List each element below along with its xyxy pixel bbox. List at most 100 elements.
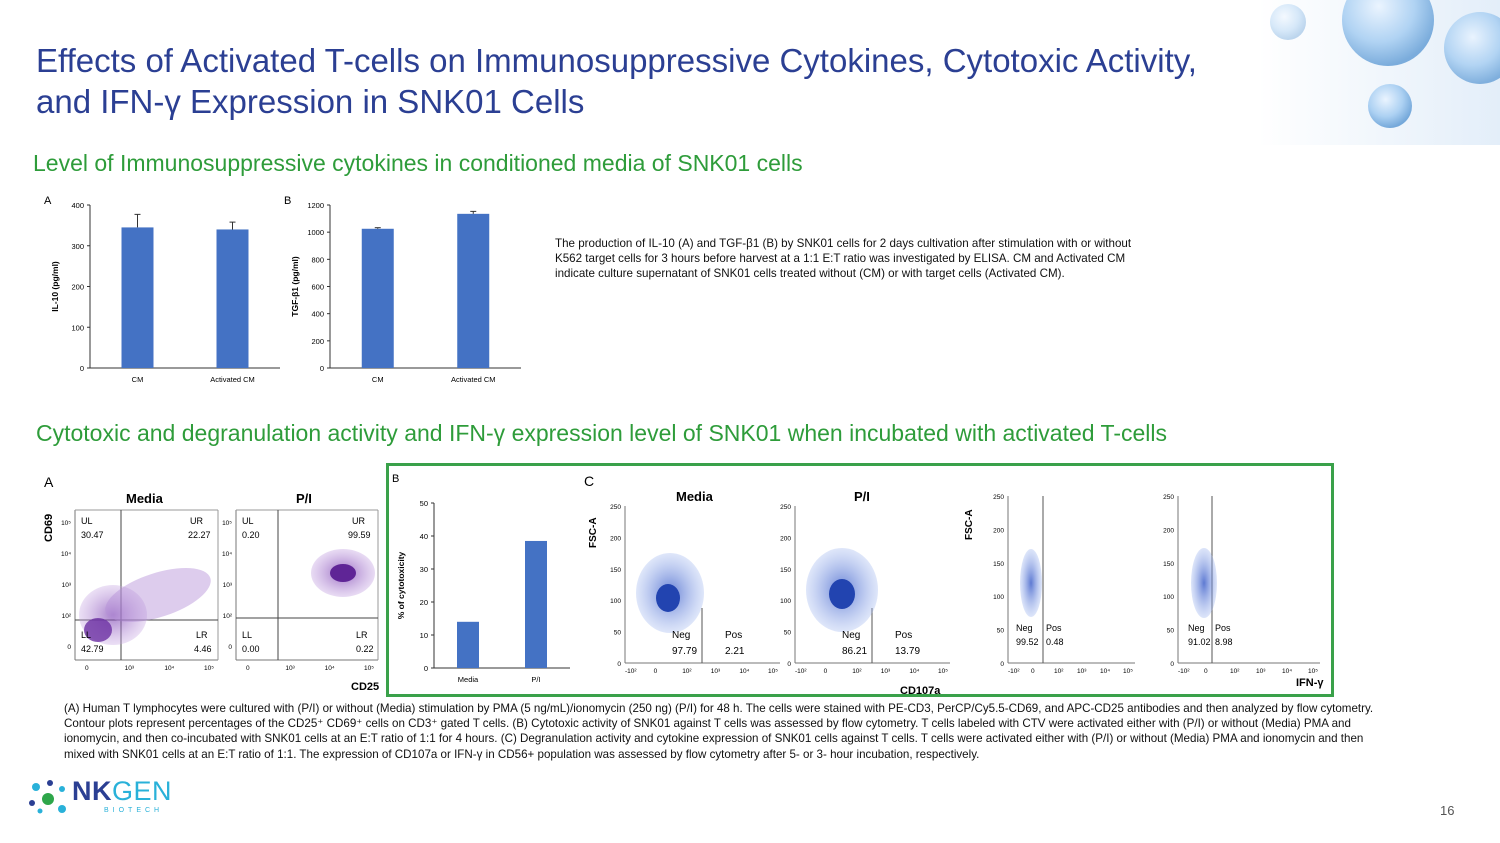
- y-tick-label: 800: [311, 255, 324, 264]
- svg-text:LR: LR: [196, 630, 208, 640]
- log-tick-label: 10²: [852, 668, 862, 675]
- log-tick-label: 0: [1204, 668, 1208, 675]
- ifng-axis-label: IFN-γ: [1296, 677, 1324, 689]
- cd69-axis-label: CD69: [43, 514, 55, 542]
- fsc-tick-label: 100: [1163, 594, 1174, 601]
- svg-text:LL: LL: [81, 630, 91, 640]
- bar-p-i: [525, 540, 547, 668]
- fsc-tick-label: 100: [780, 598, 791, 605]
- pi-ul-value: 0.20: [242, 530, 260, 540]
- cd69-tick-label: 10⁵: [61, 520, 71, 527]
- y-tick-label: 40: [420, 532, 428, 541]
- ifng-media-plot: Neg Pos 99.52 0.48: [1007, 496, 1135, 664]
- section1-heading: Level of Immunosuppressive cytokines in …: [33, 150, 803, 176]
- fsc-tick-label: 150: [993, 561, 1004, 568]
- plot-title: P/I: [296, 491, 312, 506]
- cd25-tick-label: 0: [246, 665, 250, 672]
- cd107a-pi-neg: 86.21: [842, 646, 867, 657]
- cd69-tick-label: 10³: [62, 582, 72, 589]
- media-lr-value: 4.46: [194, 644, 212, 654]
- fsc-tick-label: 100: [610, 598, 621, 605]
- svg-text:UR: UR: [352, 516, 365, 526]
- cd69-tick-label: 0: [228, 644, 232, 651]
- fsc-tick-label: 200: [1163, 527, 1174, 534]
- bar-activated-cm: [216, 229, 249, 368]
- log-tick-label: 10⁵: [768, 668, 778, 675]
- cd107a-media-neg: 97.79: [672, 646, 697, 657]
- fsc-tick-label: 250: [780, 504, 791, 511]
- fsc-tick-label: 50: [997, 628, 1005, 635]
- svg-text:UL: UL: [242, 516, 254, 526]
- log-tick-label: 10⁴: [739, 668, 749, 675]
- caption-cytokines: The production of IL-10 (A) and TGF-β1 (…: [555, 237, 1132, 280]
- cd69-tick-label: 10³: [223, 582, 233, 589]
- fsc-tick-label: 0: [787, 661, 791, 668]
- cd107a-axis-label: CD107a: [900, 685, 941, 696]
- cd69-tick-label: 10²: [62, 613, 72, 620]
- log-tick-label: -10²: [625, 668, 637, 675]
- svg-text:UL: UL: [81, 516, 93, 526]
- cd25-tick-label: 10⁵: [364, 665, 374, 672]
- y-tick-label: 0: [80, 364, 84, 373]
- y-tick-label: 30: [420, 565, 428, 574]
- section2-heading: Cytotoxic and degranulation activity and…: [36, 420, 1167, 446]
- log-tick-label: 10⁴: [1100, 668, 1110, 675]
- cd25-tick-label: 10⁴: [164, 665, 174, 672]
- ifng-pi-neg: 91.02: [1188, 637, 1211, 647]
- cd107a-pi-plot: P/I Neg Pos 86.21 13.79: [794, 489, 950, 664]
- y-tick-label: 1000: [307, 228, 324, 237]
- y-axis-label: IL-10 (pg/ml): [50, 261, 60, 312]
- y-tick-label: 200: [71, 283, 84, 292]
- ifng-media-pos: 0.48: [1046, 637, 1064, 647]
- x-tick-label: P/I: [531, 675, 540, 684]
- svg-text:Neg: Neg: [672, 630, 690, 641]
- bar-media: [457, 621, 479, 668]
- svg-text:Pos: Pos: [895, 630, 912, 641]
- y-axis-label: TGF-β1 (pg/ml): [290, 256, 300, 317]
- ifng-media-neg: 99.52: [1016, 637, 1039, 647]
- flow-plot-pi: P/I UL 0.20 UR 99.59 LL 0.00 LR 0.22: [235, 491, 379, 661]
- cd69-tick-label: 10⁴: [222, 551, 232, 558]
- y-tick-label: 300: [71, 242, 84, 251]
- svg-text:Pos: Pos: [1046, 623, 1062, 633]
- fsc-tick-label: 150: [1163, 561, 1174, 568]
- fsc-tick-label: 0: [617, 661, 621, 668]
- ifng-pi-plot: Neg Pos 91.02 8.98: [1177, 496, 1320, 664]
- svg-text:UR: UR: [190, 516, 203, 526]
- cd107a-media-pos: 2.21: [725, 646, 745, 657]
- log-tick-label: 10⁴: [909, 668, 919, 675]
- flow-panel-a: A CD69 Media UL 30.47 UR 22.27 LL 42.79 …: [43, 474, 379, 693]
- y-axis-label: % of cytotoxicity: [396, 551, 406, 619]
- log-tick-label: 0: [1031, 668, 1035, 675]
- pi-ur-value: 99.59: [348, 530, 371, 540]
- y-tick-label: 0: [320, 364, 324, 373]
- fsc-tick-label: 100: [993, 594, 1004, 601]
- log-tick-label: 10³: [711, 668, 721, 675]
- il10-bar-chart: A IL-10 (pg/ml) 0 100 200 300 400 CM Activated C…: [44, 195, 280, 384]
- log-tick-label: 10³: [1077, 668, 1087, 675]
- x-tick-label: CM: [132, 375, 144, 384]
- caption-cytotoxic: (A) Human T lymphocytes were cultured wi…: [64, 702, 1374, 761]
- fsc-tick-label: 50: [614, 630, 622, 637]
- cd25-axis-label: CD25: [351, 681, 379, 693]
- cd25-tick-label: 10³: [125, 665, 135, 672]
- log-tick-label: 10²: [1230, 668, 1240, 675]
- fsc-tick-label: 250: [993, 494, 1004, 501]
- panel-label: A: [44, 195, 52, 207]
- y-tick-label: 600: [311, 283, 324, 292]
- svg-text:LR: LR: [356, 630, 368, 640]
- panel-label: B: [284, 195, 291, 207]
- log-tick-label: 10²: [682, 668, 692, 675]
- y-tick-label: 200: [311, 337, 324, 346]
- log-tick-label: 10⁵: [1308, 668, 1318, 675]
- fsc-tick-label: 250: [1163, 494, 1174, 501]
- bar-cm: [121, 227, 154, 368]
- cd69-tick-label: 10⁵: [222, 520, 232, 527]
- y-tick-label: 1200: [307, 201, 324, 210]
- cd25-tick-label: 10⁴: [325, 665, 335, 672]
- fsc-tick-label: 150: [610, 567, 621, 574]
- fsc-tick-label: 200: [993, 527, 1004, 534]
- log-tick-label: 10²: [1054, 668, 1064, 675]
- panel-c-label: C: [584, 473, 594, 489]
- y-tick-label: 20: [420, 598, 428, 607]
